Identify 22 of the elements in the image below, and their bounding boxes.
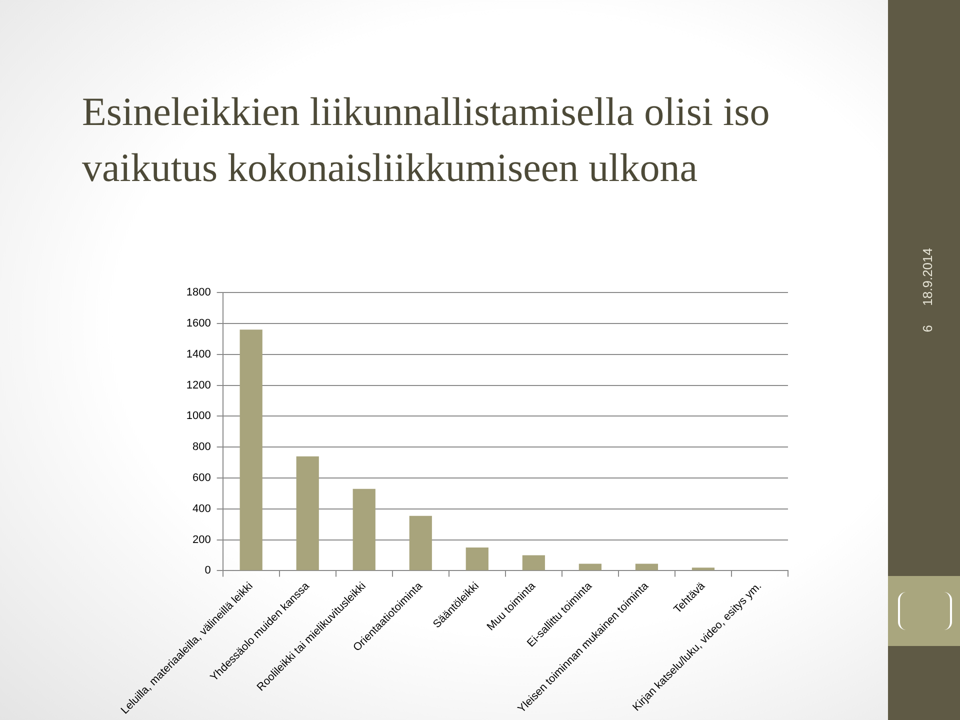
bar: [352, 488, 376, 570]
bar: [409, 516, 432, 570]
y-tick-label: 200: [192, 534, 211, 546]
bar: [240, 330, 262, 570]
y-tick-label: 1400: [186, 348, 211, 360]
y-tick-label: 400: [192, 502, 211, 515]
bar: [466, 548, 488, 570]
bar: [578, 564, 602, 570]
y-tick-label: 1200: [186, 379, 211, 392]
y-tick-label: 600: [192, 472, 211, 484]
y-tick-label: 1000: [186, 410, 211, 422]
text: 6: [920, 325, 935, 332]
y-tick-label: 0: [204, 564, 211, 577]
y-tick-label: 800: [192, 441, 211, 454]
bar: [635, 564, 658, 570]
chart-title: Esineleikkien liikunnallistamisella olisi iso vaikutus kokonaisliikkumiseen ulkona: [82, 88, 771, 192]
text: 18.9.2014: [920, 248, 935, 306]
bar: [296, 456, 319, 570]
y-tick-label: 1800: [186, 286, 211, 299]
bar: [522, 555, 545, 570]
y-tick-label: 1600: [186, 318, 211, 330]
bar: [692, 568, 715, 570]
